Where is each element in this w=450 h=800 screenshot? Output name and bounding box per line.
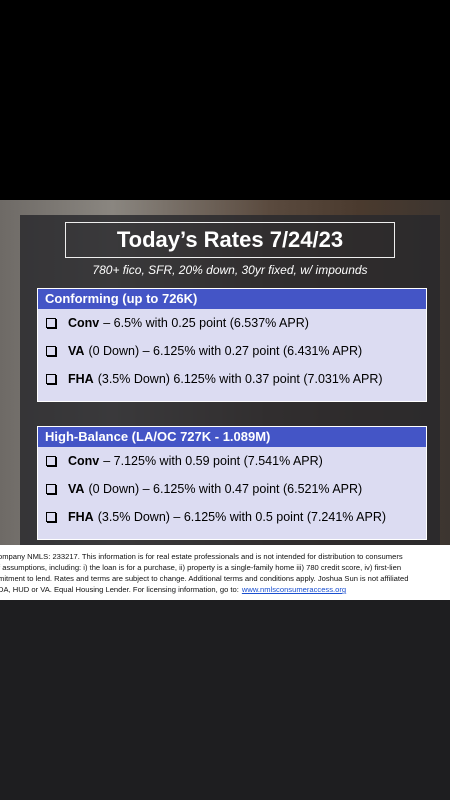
loan-type: FHA	[68, 510, 94, 524]
title: Today’s Rates 7/24/23	[65, 222, 395, 258]
rate-detail: – 6.5% with 0.25 point (6.537% APR)	[103, 316, 309, 330]
disclaimer-text: DA, HUD or VA. Equal Housing Lender. For…	[0, 585, 239, 594]
checkbox	[46, 318, 56, 328]
disclaimer-text: f assumptions, including: i) the loan is…	[0, 563, 402, 572]
disclaimer-text: ompany NMLS: 233217. This information is…	[0, 552, 403, 561]
rate-section: Conforming (up to 726K) Conv – 6.5% with 0…	[37, 288, 427, 402]
rate-item: Conv – 6.5% with 0.25 point (6.537% APR)	[38, 309, 426, 337]
loan-type: FHA	[68, 372, 94, 386]
loan-type: Conv	[68, 316, 100, 330]
bottom-bar	[0, 600, 450, 800]
loan-type: Conv	[68, 454, 100, 468]
rate-detail: (0 Down) – 6.125% with 0.47 point (6.521…	[88, 482, 363, 496]
licensing-link[interactable]: www.nmlsconsumeraccess.org	[241, 585, 347, 594]
checkbox	[46, 484, 56, 494]
rate-item: Conv – 7.125% with 0.59 point (7.541% APR…	[38, 447, 426, 475]
rate-item: VA (0 Down) – 6.125% with 0.27 point (6.4…	[38, 337, 426, 365]
section-heading: High-Balance (LA/OC 727K - 1.089M)	[38, 427, 426, 447]
checkbox	[46, 346, 56, 356]
section-padding	[38, 393, 426, 401]
rates-panel: Today’s Rates 7/24/23 780+ fico, SFR, 20…	[20, 215, 440, 545]
section-heading: Conforming (up to 726K)	[38, 289, 426, 309]
disclaimer-line: mitment to lend. Rates and terms are sub…	[0, 574, 408, 583]
rate-item: VA (0 Down) – 6.125% with 0.47 point (6.5…	[38, 475, 426, 503]
rate-item: FHA (3.5% Down) 6.125% with 0.37 point (7…	[38, 365, 426, 393]
disclaimer-line: ompany NMLS: 233217. This information is…	[0, 552, 403, 561]
section-padding	[38, 531, 426, 539]
checkbox	[46, 374, 56, 384]
disclaimer: ompany NMLS: 233217. This information is…	[0, 545, 450, 600]
checkbox	[46, 512, 56, 522]
subtitle: 780+ fico, SFR, 20% down, 30yr fixed, w/…	[92, 263, 368, 277]
rate-detail: (0 Down) – 6.125% with 0.27 point (6.431…	[88, 344, 363, 358]
rate-section: High-Balance (LA/OC 727K - 1.089M) Conv – …	[37, 426, 427, 540]
rate-detail: (3.5% Down) 6.125% with 0.37 point (7.03…	[97, 372, 383, 386]
disclaimer-line: DA, HUD or VA. Equal Housing Lender. For…	[0, 585, 346, 594]
loan-type: VA	[68, 482, 85, 496]
rate-detail: (3.5% Down) – 6.125% with 0.5 point (7.2…	[97, 510, 387, 524]
checkbox	[46, 456, 56, 466]
rate-item: FHA (3.5% Down) – 6.125% with 0.5 point (…	[38, 503, 426, 531]
rate-detail: – 7.125% with 0.59 point (7.541% APR)	[103, 454, 323, 468]
background-photo: Today’s Rates 7/24/23 780+ fico, SFR, 20…	[0, 200, 450, 545]
disclaimer-line: f assumptions, including: i) the loan is…	[0, 563, 401, 572]
disclaimer-text: mitment to lend. Rates and terms are sub…	[0, 574, 409, 583]
loan-type: VA	[68, 344, 85, 358]
